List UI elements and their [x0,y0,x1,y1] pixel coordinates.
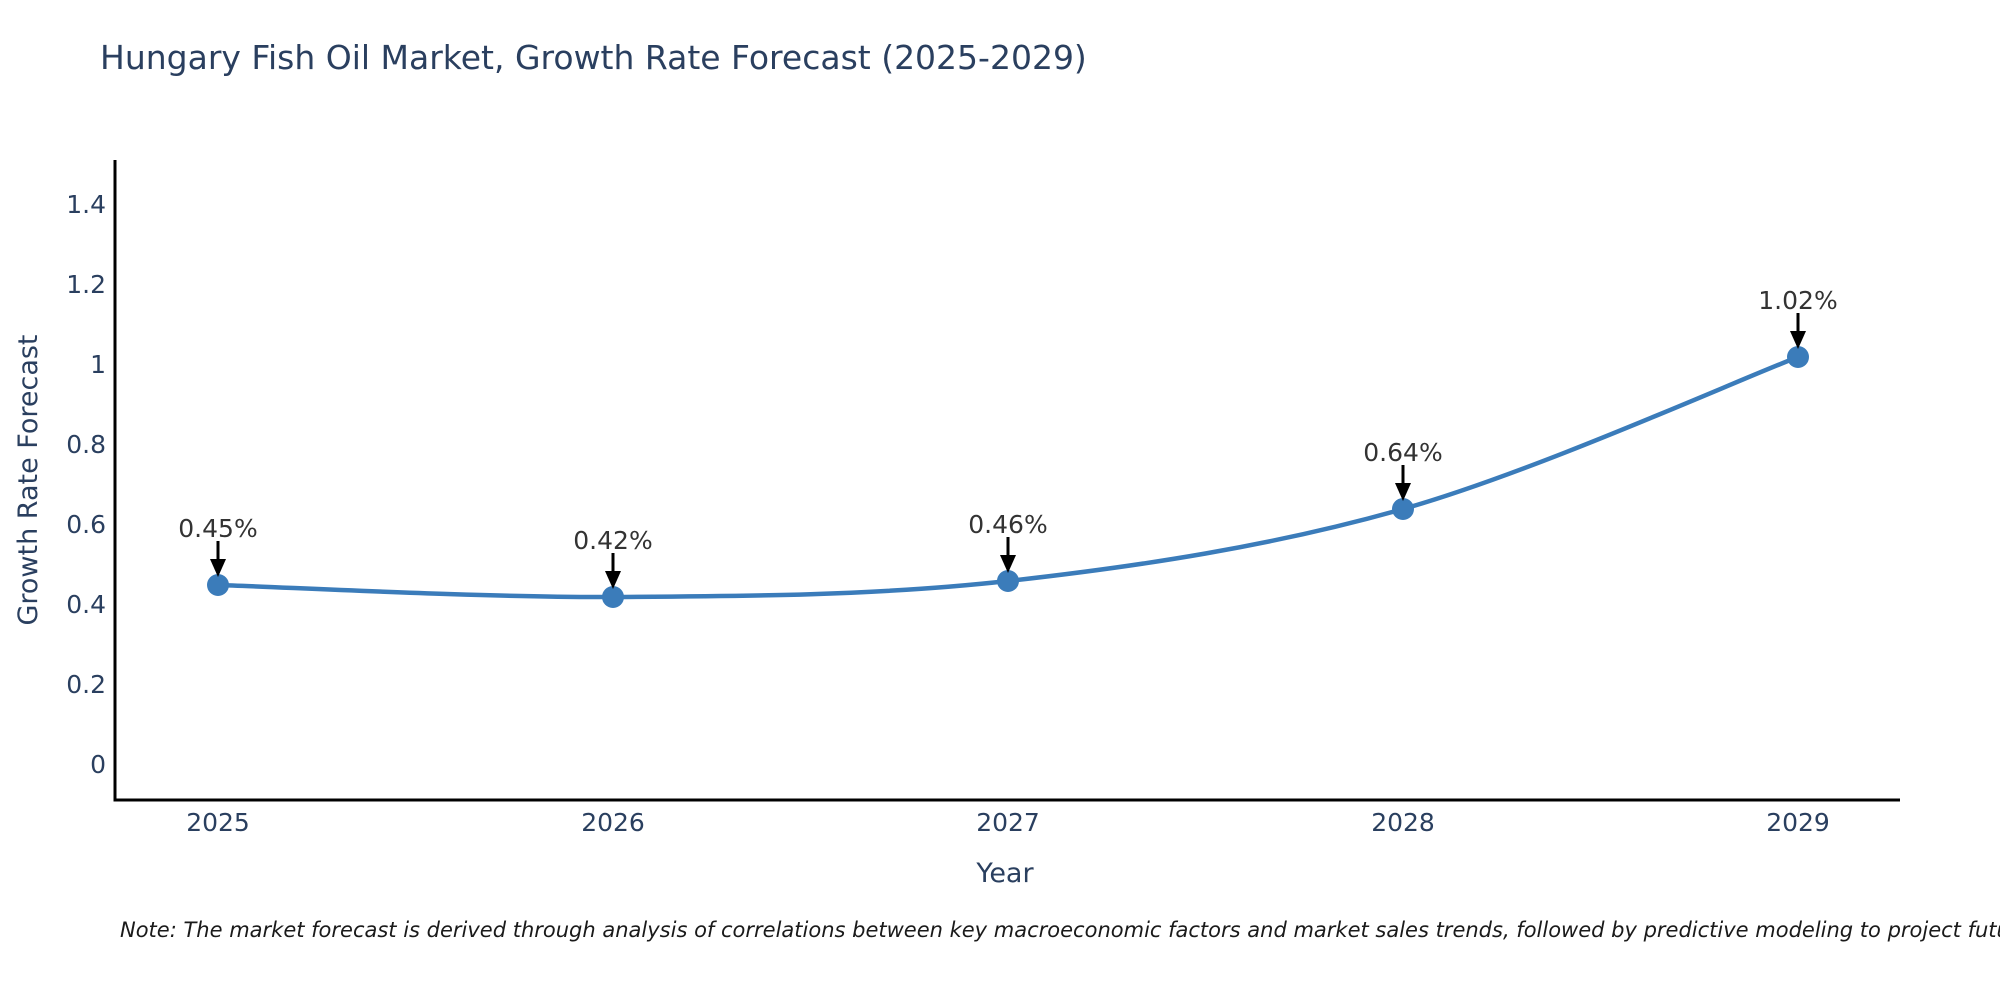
y-tick-label: 0 [90,750,106,779]
y-tick-label: 0.4 [66,590,106,619]
annotation-label: 0.45% [178,514,258,543]
y-tick-label: 0.8 [66,430,106,459]
annotation-arrowhead [605,571,621,589]
annotation-arrowhead [1395,483,1411,501]
x-tick-label: 2028 [1371,808,1435,837]
y-tick-label: 1 [90,350,106,379]
annotation-arrowhead [210,559,226,577]
data-point-marker [602,586,624,608]
y-tick-label: 1.4 [66,190,106,219]
annotation-arrowhead [1790,331,1806,349]
data-point-marker [207,574,229,596]
annotation-label: 1.02% [1758,286,1838,315]
annotation-label: 0.64% [1363,438,1443,467]
x-tick-label: 2026 [581,808,645,837]
y-tick-label: 1.2 [66,270,106,299]
x-tick-label: 2027 [976,808,1040,837]
data-point-marker [1787,346,1809,368]
chart-title: Hungary Fish Oil Market, Growth Rate For… [100,38,1087,77]
annotation-arrowhead [1000,555,1016,573]
x-tick-label: 2025 [186,808,250,837]
y-tick-label: 0.2 [66,670,106,699]
annotation-label: 0.42% [573,526,653,555]
x-tick-label: 2029 [1766,808,1830,837]
y-tick-label: 0.6 [66,510,106,539]
data-point-marker [997,570,1019,592]
footnote: Note: The market forecast is derived thr… [120,918,2000,942]
data-point-marker [1392,498,1414,520]
x-axis-title: Year [976,858,1034,889]
annotation-label: 0.46% [968,510,1048,539]
